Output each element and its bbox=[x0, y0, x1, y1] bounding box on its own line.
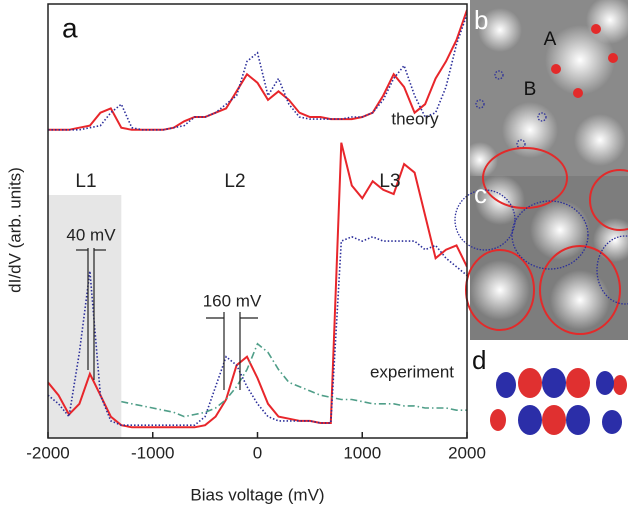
annotation: experiment bbox=[370, 362, 454, 381]
panel-b-image bbox=[462, 0, 628, 178]
x-tick-label: 0 bbox=[253, 443, 262, 462]
x-tick-label: 2000 bbox=[448, 443, 486, 462]
line-series bbox=[121, 342, 467, 418]
x-axis-label: Bias voltage (mV) bbox=[190, 485, 324, 504]
y-axis-label: dI/dV (arb. units) bbox=[5, 167, 24, 293]
annotation: L2 bbox=[224, 171, 245, 192]
annotation: 40 mV bbox=[66, 225, 116, 244]
plot-area bbox=[48, 9, 467, 438]
x-tick-label: -2000 bbox=[26, 443, 69, 462]
x-tick-label: -1000 bbox=[131, 443, 174, 462]
series-group bbox=[48, 9, 467, 429]
line-series bbox=[48, 235, 467, 426]
annotation: theory bbox=[391, 109, 439, 128]
annotation: 160 mV bbox=[203, 291, 262, 310]
annotation: L3 bbox=[379, 171, 400, 192]
line-series bbox=[48, 142, 467, 429]
annotation: c bbox=[474, 179, 487, 209]
panel-d-image bbox=[490, 368, 627, 435]
annotation: L1 bbox=[75, 171, 96, 192]
panel-c-image bbox=[454, 147, 628, 340]
annotation: a bbox=[62, 12, 78, 43]
annotation: b bbox=[474, 5, 488, 35]
annotation: A bbox=[544, 29, 557, 50]
annotation: d bbox=[472, 345, 486, 375]
line-series bbox=[48, 9, 467, 131]
x-tick-label: 1000 bbox=[343, 443, 381, 462]
annotation: B bbox=[524, 79, 537, 100]
line-series bbox=[48, 14, 467, 131]
